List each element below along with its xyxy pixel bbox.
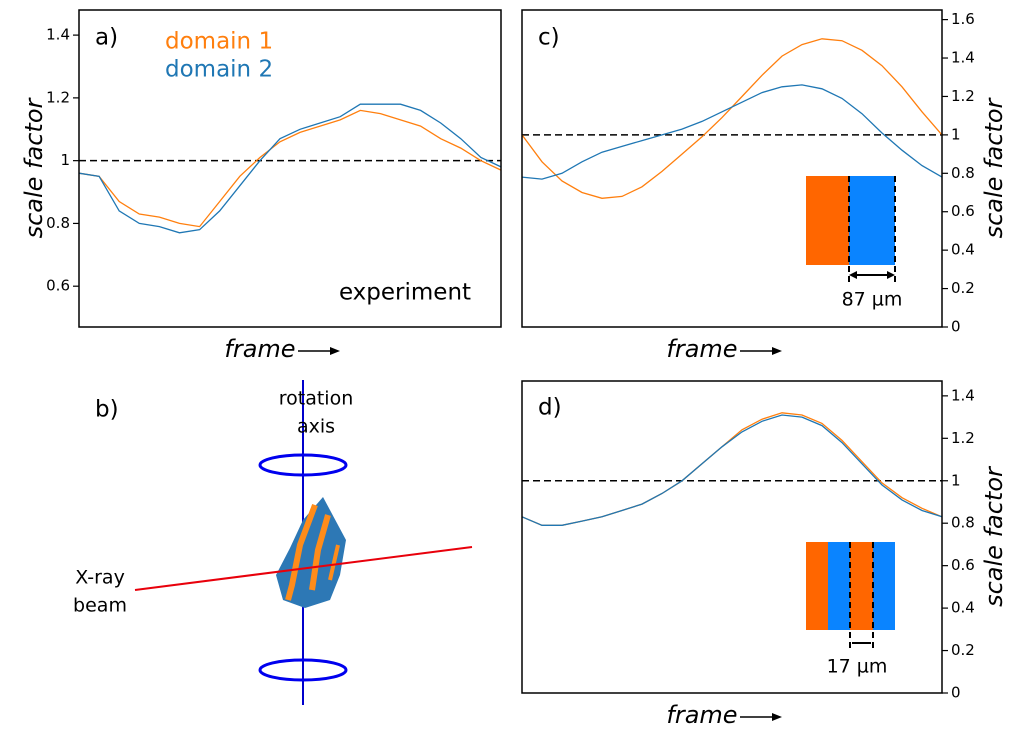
beam-label: beam <box>73 595 127 617</box>
inset-domain <box>849 176 895 265</box>
y-tick-label: 0.4 <box>951 241 975 259</box>
y-tick-label: 0 <box>951 684 961 702</box>
y-tick-label: 0.6 <box>951 202 975 220</box>
plot-frame <box>521 9 943 328</box>
rotation-label: axis <box>297 416 335 438</box>
legend-entry: domain 1 <box>165 29 273 55</box>
y-tick-label: 0.6 <box>951 556 975 574</box>
inset-arrowhead <box>849 271 857 279</box>
panel-label: d) <box>538 395 562 421</box>
series-line <box>521 84 943 180</box>
x-axis-arrowhead <box>772 347 782 355</box>
x-axis-label: frame <box>666 701 737 729</box>
rotation-arrow <box>258 453 348 477</box>
inset-c <box>806 176 896 282</box>
annotation: experiment <box>339 280 471 306</box>
series-line <box>78 103 502 234</box>
series-line <box>521 38 943 199</box>
y-tick-label: 0.4 <box>951 599 975 617</box>
inset-domain <box>806 542 828 630</box>
inset-d <box>806 542 895 652</box>
x-axis-arrowhead <box>772 713 782 721</box>
legend-entry: domain 2 <box>165 57 273 83</box>
inset-domain <box>850 542 873 630</box>
y-axis-label: scale factor <box>980 96 1008 238</box>
rotation-label: rotation <box>279 388 354 410</box>
y-tick-label: 1.2 <box>46 88 70 106</box>
y-tick-label: 1.4 <box>46 26 70 44</box>
y-tick-label: 1 <box>951 125 961 143</box>
inset-domain <box>828 542 850 630</box>
y-tick-label: 0.2 <box>951 641 975 659</box>
y-tick-label: 1.6 <box>951 10 975 28</box>
inset-domain <box>873 542 895 630</box>
y-tick-label: 1.2 <box>951 429 975 447</box>
y-tick-label: 1 <box>60 151 70 169</box>
y-tick-label: 1.2 <box>951 87 975 105</box>
y-tick-label: 0.2 <box>951 279 975 297</box>
rotation-arrow <box>258 658 348 682</box>
diagram-b: b) rotation axis X-ray beam <box>73 380 473 705</box>
y-tick-label: 0.6 <box>46 277 70 295</box>
y-tick-label: 0 <box>951 318 961 336</box>
series-line <box>521 414 943 526</box>
crystal-stripe <box>309 514 331 591</box>
panel-label: c) <box>538 25 560 51</box>
xray-beam <box>134 546 473 591</box>
beam-label: X-ray <box>75 567 125 589</box>
y-tick-label: 1 <box>951 471 961 489</box>
crystal-stripe <box>285 503 318 601</box>
crystal-stripe <box>328 544 340 581</box>
plot-frame <box>521 380 943 694</box>
y-axis-label: scale factor <box>20 96 48 238</box>
panel-label: b) <box>95 397 119 423</box>
series-line <box>521 412 943 526</box>
inset-domain <box>806 176 849 265</box>
panel-label: a) <box>95 25 118 51</box>
y-axis-label: scale factor <box>980 465 1008 607</box>
y-tick-label: 1.4 <box>951 49 975 67</box>
annotation: 17 µm <box>827 656 888 678</box>
y-tick-label: 0.8 <box>951 514 975 532</box>
series-line <box>78 109 502 228</box>
y-tick-label: 0.8 <box>46 214 70 232</box>
x-axis-arrowhead <box>330 347 340 355</box>
plot-frame <box>78 9 502 328</box>
y-tick-label: 0.8 <box>951 164 975 182</box>
x-axis-label: frame <box>224 335 295 363</box>
annotation: 87 µm <box>842 289 903 311</box>
x-axis-label: frame <box>666 335 737 363</box>
inset-arrowhead <box>887 271 895 279</box>
y-tick-label: 1.4 <box>951 386 975 404</box>
